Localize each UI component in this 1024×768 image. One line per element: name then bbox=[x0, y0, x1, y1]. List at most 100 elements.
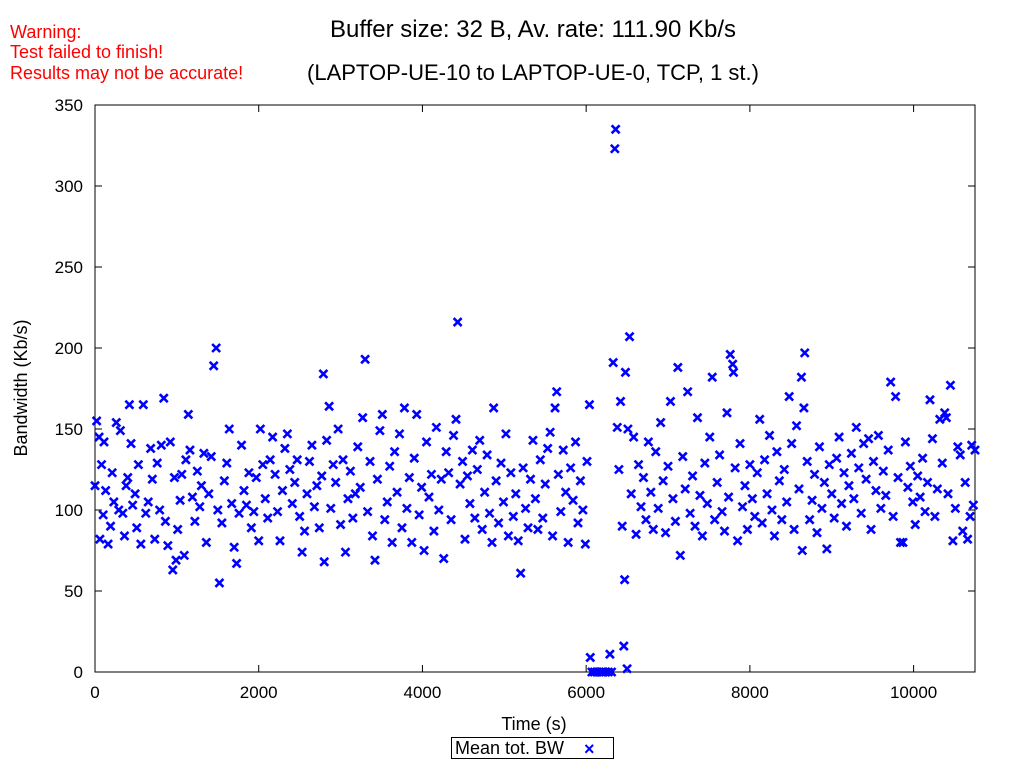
data-point bbox=[861, 474, 872, 485]
data-point bbox=[187, 492, 198, 502]
data-point bbox=[853, 462, 864, 473]
data-point bbox=[802, 456, 813, 467]
data-point bbox=[392, 487, 402, 498]
data-point bbox=[799, 347, 810, 358]
data-point bbox=[154, 505, 165, 515]
data-point bbox=[728, 367, 739, 378]
data-point bbox=[372, 474, 383, 485]
data-point bbox=[201, 537, 212, 548]
data-point bbox=[488, 403, 499, 413]
x-axis-label: Time (s) bbox=[501, 714, 566, 734]
data-point bbox=[819, 477, 830, 488]
warning-line-1: Warning: bbox=[10, 22, 82, 42]
data-point bbox=[943, 488, 953, 499]
data-point bbox=[535, 454, 546, 465]
data-point bbox=[764, 430, 775, 441]
data-point bbox=[270, 469, 281, 480]
data-point bbox=[482, 450, 493, 460]
data-point bbox=[960, 477, 971, 488]
data-point bbox=[844, 480, 854, 491]
data-point bbox=[970, 445, 980, 455]
data-point bbox=[234, 508, 244, 519]
y-tick-label: 100 bbox=[55, 501, 83, 520]
data-point bbox=[771, 446, 782, 457]
data-point bbox=[472, 464, 483, 475]
data-point bbox=[757, 518, 768, 528]
data-point bbox=[367, 531, 378, 541]
data-point bbox=[937, 458, 948, 468]
data-point bbox=[950, 503, 961, 514]
y-tick-label: 0 bbox=[74, 663, 83, 682]
data-point bbox=[262, 513, 273, 524]
data-point bbox=[130, 488, 141, 499]
data-point bbox=[345, 466, 356, 477]
data-point bbox=[945, 380, 956, 391]
data-point bbox=[162, 540, 173, 551]
data-point bbox=[532, 524, 543, 535]
data-point bbox=[742, 524, 753, 535]
data-point bbox=[289, 477, 300, 488]
data-point bbox=[462, 471, 473, 481]
y-tick-label: 150 bbox=[55, 420, 83, 439]
data-point bbox=[749, 511, 760, 522]
data-point bbox=[714, 450, 725, 460]
data-point bbox=[318, 369, 329, 379]
data-point bbox=[826, 488, 837, 499]
data-point bbox=[655, 417, 666, 428]
data-point bbox=[831, 453, 842, 464]
data-point bbox=[203, 488, 214, 499]
data-point bbox=[503, 531, 514, 541]
data-point bbox=[328, 459, 339, 470]
data-point bbox=[416, 482, 427, 493]
data-point bbox=[108, 496, 119, 507]
data-point bbox=[451, 414, 461, 425]
data-point bbox=[212, 505, 223, 515]
data-point bbox=[697, 531, 708, 541]
data-point bbox=[523, 522, 533, 533]
data-point bbox=[152, 458, 163, 468]
data-point bbox=[553, 469, 564, 480]
data-point bbox=[248, 506, 259, 517]
data-point bbox=[779, 464, 790, 475]
data-point bbox=[206, 451, 217, 462]
data-point bbox=[457, 456, 468, 467]
data-point bbox=[824, 459, 835, 470]
data-point bbox=[804, 514, 815, 525]
data-point bbox=[513, 535, 524, 546]
data-point bbox=[968, 500, 979, 511]
data-point bbox=[702, 498, 713, 509]
data-point bbox=[577, 505, 588, 515]
data-point bbox=[542, 443, 553, 454]
data-point bbox=[727, 359, 738, 370]
data-point bbox=[719, 526, 730, 536]
data-point bbox=[677, 451, 688, 462]
data-point bbox=[424, 492, 434, 502]
data-point bbox=[147, 474, 158, 485]
data-point bbox=[167, 565, 178, 575]
data-point bbox=[868, 456, 879, 467]
data-point bbox=[365, 456, 375, 467]
data-point bbox=[863, 433, 874, 444]
data-point bbox=[584, 399, 595, 410]
data-point bbox=[626, 488, 637, 499]
data-point bbox=[277, 485, 288, 496]
data-point bbox=[875, 503, 886, 514]
data-point bbox=[653, 503, 664, 514]
data-point bbox=[115, 425, 126, 436]
data-point bbox=[550, 403, 560, 413]
data-point bbox=[638, 472, 649, 483]
data-point bbox=[448, 430, 459, 441]
data-point bbox=[707, 372, 718, 383]
data-point bbox=[551, 386, 562, 397]
data-point bbox=[563, 537, 574, 548]
data-point bbox=[253, 535, 264, 546]
data-point bbox=[443, 467, 454, 478]
data-point bbox=[754, 414, 765, 425]
x-tick-label: 2000 bbox=[240, 683, 278, 702]
data-point bbox=[90, 480, 100, 491]
data-point bbox=[617, 521, 628, 532]
data-point bbox=[460, 534, 470, 545]
x-axis-ticks: 0 2000 4000 6000 8000 10000 bbox=[90, 105, 937, 702]
data-point bbox=[135, 539, 146, 549]
data-point bbox=[648, 524, 659, 535]
